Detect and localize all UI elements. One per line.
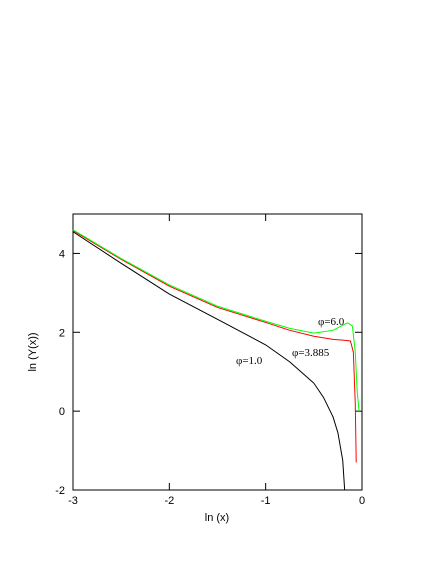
x-tick-label: -1	[261, 495, 271, 507]
x-tick-label: -2	[164, 495, 174, 507]
plot-frame	[72, 213, 363, 491]
x-tick-label: -3	[68, 495, 78, 507]
series-line	[72, 231, 346, 491]
x-tick-label: 0	[359, 495, 365, 507]
x-axis-label: ln (x)	[205, 512, 229, 524]
series-label: φ=1.0	[236, 355, 263, 367]
y-tick-label: 4	[59, 248, 65, 260]
series-label: φ=6.0	[318, 316, 345, 328]
y-axis-label: ln (Y(x))	[27, 332, 39, 371]
y-tick-label: -2	[55, 485, 65, 497]
y-tick-label: 2	[59, 327, 65, 339]
series-line	[72, 229, 360, 412]
series-label: φ=3.885	[292, 347, 330, 359]
y-tick-label: 0	[59, 406, 65, 418]
series-line	[72, 230, 357, 463]
